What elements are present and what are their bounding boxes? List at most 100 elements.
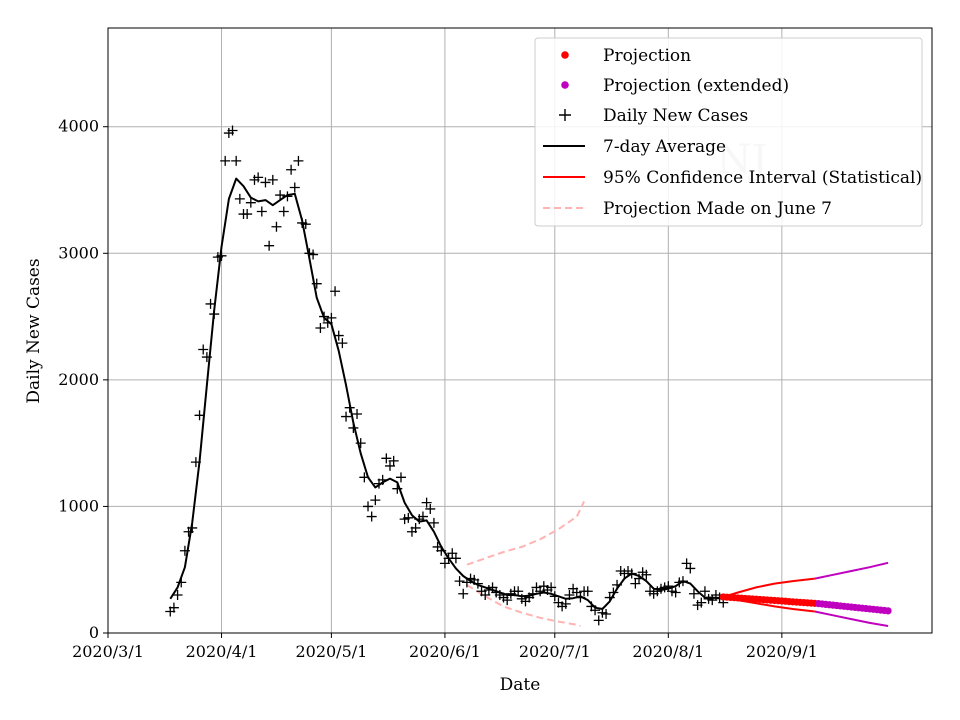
daily-cases-point [220, 155, 231, 166]
x-tick-label: 2020/3/1 [72, 642, 144, 661]
daily-cases-point [253, 172, 264, 183]
daily-cases-point [395, 472, 406, 483]
daily-cases-point [604, 592, 615, 603]
daily-cases-point [256, 206, 267, 217]
daily-cases-point [626, 568, 637, 579]
daily-cases-point [333, 330, 344, 341]
daily-cases-point [480, 590, 491, 601]
y-tick-label: 1000 [58, 496, 99, 515]
y-tick-label: 2000 [58, 370, 99, 389]
daily-cases-point [582, 586, 593, 597]
daily-cases-point [194, 410, 205, 421]
daily-cases-point [663, 581, 674, 592]
legend-projection-dot [561, 51, 569, 59]
legend-label: 7-day Average [603, 137, 726, 157]
daily-cases-point [707, 595, 718, 606]
daily-cases-point [535, 586, 546, 597]
daily-cases-point [425, 503, 436, 514]
daily-cases-point [366, 511, 377, 522]
daily-cases-point [612, 579, 623, 590]
daily-cases-point [410, 522, 421, 533]
y-axis-label: Daily New Cases [24, 258, 44, 403]
x-tick-label: 2020/6/1 [409, 642, 481, 661]
daily-cases-point [264, 240, 275, 251]
x-tick-label: 2020/7/1 [519, 642, 591, 661]
daily-cases-point [348, 422, 359, 433]
daily-cases-point [388, 455, 399, 466]
daily-cases-point [341, 411, 352, 422]
daily-cases-point [260, 177, 271, 188]
june7-projection-lower [466, 584, 581, 627]
daily-cases-point [608, 587, 619, 598]
daily-cases-point [286, 164, 297, 175]
daily-cases-point [601, 609, 612, 620]
x-axis-label: Date [500, 675, 541, 695]
daily-cases-point [392, 483, 403, 494]
daily-cases-point [549, 591, 560, 602]
projection-extended-point [884, 607, 892, 615]
daily-cases-point [205, 298, 216, 309]
daily-cases-point [359, 472, 370, 483]
daily-cases-point [381, 453, 392, 464]
daily-cases-point [337, 338, 348, 349]
daily-cases-point [634, 573, 645, 584]
daily-cases-point [630, 578, 641, 589]
daily-cases-point [322, 317, 333, 328]
daily-cases-point [231, 155, 242, 166]
daily-cases-point [439, 558, 450, 569]
legend-label: Projection (extended) [603, 76, 789, 96]
y-tick-label: 3000 [58, 243, 99, 262]
daily-cases-point [513, 586, 524, 597]
ci-upper-line [723, 577, 815, 598]
daily-cases-point [330, 286, 341, 297]
daily-cases-point [472, 578, 483, 589]
daily-cases-point [527, 588, 538, 599]
legend-projection-extended-dot [561, 81, 569, 89]
daily-cases-point [436, 545, 447, 556]
daily-cases-point [293, 155, 304, 166]
daily-cases-point [571, 587, 582, 598]
legend-label: 95% Confidence Interval (Statistical) [603, 168, 922, 188]
legend-label: Projection Made on June 7 [603, 199, 832, 219]
daily-cases-point [688, 588, 699, 599]
ci-upper-extended-line [814, 561, 889, 580]
ci-lower-extended-line [814, 610, 889, 627]
daily-cases-point [681, 558, 692, 569]
plot-area [165, 125, 892, 627]
daily-cases-point [271, 221, 282, 232]
daily-cases-point [319, 311, 330, 322]
daily-cases-point [447, 548, 458, 559]
daily-cases-point [201, 352, 212, 363]
ticks: 2020/3/1 2020/4/1 2020/5/1 2020/6/1 2020/7/1… [58, 117, 817, 661]
daily-cases-point [421, 497, 432, 508]
daily-cases-point [179, 545, 190, 556]
daily-cases-point [590, 605, 601, 616]
legend: Projection Projection (extended) Daily New… [534, 37, 923, 227]
legend-box [534, 37, 923, 227]
daily-cases-point [699, 586, 710, 597]
daily-cases-point [289, 182, 300, 193]
daily-cases-point [564, 590, 575, 601]
seven-day-average-line [169, 177, 724, 610]
daily-cases-point [450, 553, 461, 564]
daily-cases-point [670, 587, 681, 598]
daily-cases-point [326, 312, 337, 323]
daily-cases-point [190, 457, 201, 468]
axes-frame [107, 27, 933, 634]
june7-projection-upper [466, 500, 586, 566]
daily-cases-point [315, 322, 326, 333]
daily-cases-point [187, 522, 198, 533]
daily-cases-point [216, 250, 227, 261]
daily-cases-point [502, 595, 513, 606]
y-tick-label: 0 [89, 623, 99, 642]
daily-cases-point [209, 309, 220, 320]
daily-cases-point [282, 191, 293, 202]
daily-cases-point [267, 174, 278, 185]
daily-cases-point [454, 576, 465, 587]
daily-cases-point [275, 190, 286, 201]
daily-cases-point [696, 597, 707, 608]
daily-cases-point [308, 249, 319, 260]
daily-cases-point [172, 590, 183, 601]
daily-cases-point [363, 501, 374, 512]
daily-cases-point [234, 193, 245, 204]
